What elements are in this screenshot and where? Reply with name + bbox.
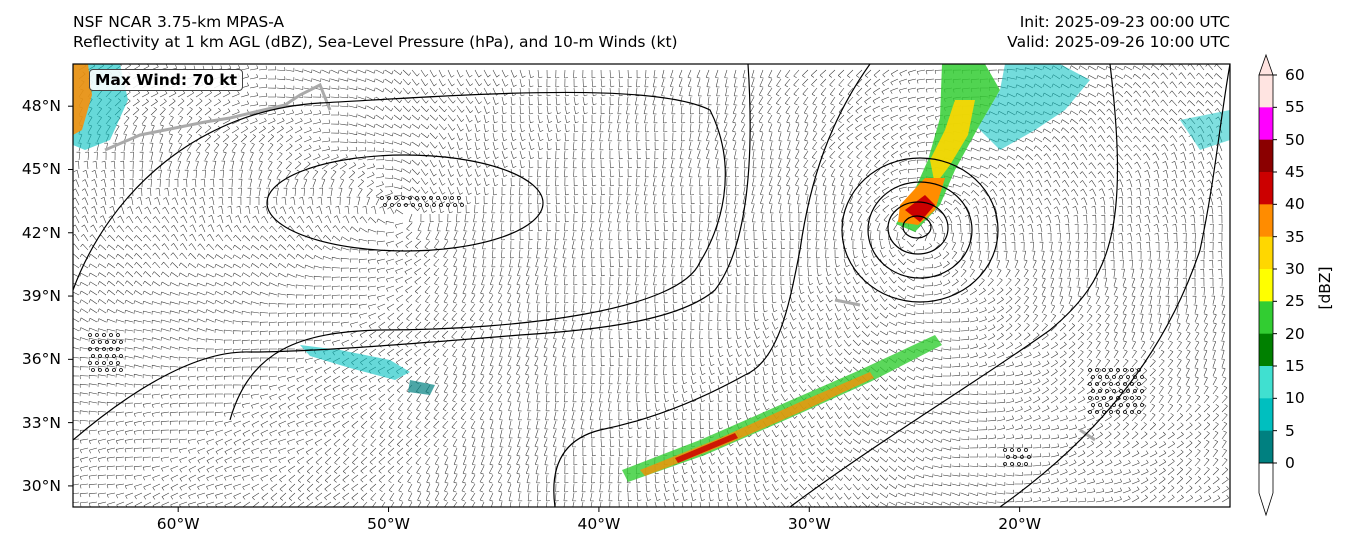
- lat-tick-label: 42°N: [21, 223, 61, 242]
- isobar-trough: [553, 64, 871, 507]
- colorbar-segment: [1259, 430, 1273, 464]
- colorbar-tick-label: 15: [1285, 357, 1305, 375]
- axis-ticks: [68, 105, 1021, 512]
- colorbar-tick-label: 30: [1285, 260, 1305, 278]
- colorbar-tick-label: 0: [1285, 454, 1295, 472]
- colorbar-tick-label: 20: [1285, 324, 1305, 343]
- map-frame: [72, 63, 1231, 508]
- lat-tick-label: 45°N: [21, 160, 61, 179]
- colorbar-segment: [1259, 107, 1273, 140]
- colorbar-segment: [1259, 269, 1273, 302]
- colorbar-tick-label: 50: [1285, 130, 1305, 149]
- isobar-east-1: [789, 64, 1119, 507]
- lat-tick-label: 39°N: [21, 287, 61, 306]
- colorbar-segment: [1259, 333, 1273, 367]
- lon-tick-label: 60°W: [156, 515, 200, 533]
- init-time: Init: 2025-09-23 00:00 UTC: [1019, 13, 1230, 31]
- valid-time: Valid: 2025-09-26 10:00 UTC: [1007, 33, 1230, 51]
- lon-tick-label: 40°W: [577, 515, 621, 533]
- colorbar-tick-label: 45: [1285, 163, 1305, 181]
- plot-title-right: Init: 2025-09-23 00:00 UTC Valid: 2025-0…: [1007, 12, 1230, 52]
- lat-tick-label: 33°N: [21, 413, 61, 432]
- refl-cells-east: [1180, 110, 1230, 150]
- colorbar-title: [dBZ]: [1316, 266, 1334, 310]
- canary-outline: [1079, 428, 1096, 442]
- colorbar-segment: [1259, 301, 1273, 334]
- coastline-gray: [104, 82, 1096, 442]
- colorbar-segment: [1259, 75, 1273, 108]
- map-background: [73, 64, 1230, 507]
- max-wind-label: Max Wind: 70 kt: [89, 69, 244, 91]
- lon-tick-label: 30°W: [787, 515, 831, 533]
- isobar-east-2: [999, 64, 1230, 507]
- colorbar-tick-label: 55: [1285, 98, 1305, 117]
- isobar-high-outer: [73, 91, 726, 421]
- reflectivity-dots: [88, 196, 1144, 466]
- lat-tick-label: 30°N: [21, 476, 61, 495]
- lon-tick-label: 50°W: [367, 515, 410, 533]
- colorbar: [1258, 53, 1277, 517]
- colorbar-tick-label: 35: [1285, 227, 1305, 246]
- azores-outline: [834, 298, 861, 307]
- isobar-low-core: [902, 215, 932, 239]
- colorbar-segment: [1259, 366, 1273, 399]
- refl-core-red: [905, 195, 935, 222]
- refl-band-sw-red: [675, 433, 738, 463]
- refl-band-ne-cyan: [978, 64, 1090, 150]
- refl-band-ne-yellow: [930, 100, 975, 185]
- isobars: [73, 64, 1230, 507]
- isobar-central: [73, 64, 751, 441]
- colorbar-tick-label: 40: [1285, 195, 1305, 214]
- refl-west-edge-core: [73, 64, 92, 135]
- plot-title-left: NSF NCAR 3.75-km MPAS-A Reflectivity at …: [73, 12, 678, 52]
- colorbar-segment: [1259, 398, 1273, 431]
- colorbar-segment: [1259, 204, 1273, 237]
- colorbar-segment: [1259, 139, 1273, 173]
- colorbar-tick-label: 60: [1285, 66, 1305, 84]
- dot-markers: [88, 196, 1144, 466]
- lat-tick-label: 36°N: [21, 350, 61, 369]
- refl-cells-central: [300, 345, 410, 380]
- colorbar-segment: [1259, 236, 1273, 270]
- fields-title: Reflectivity at 1 km AGL (dBZ), Sea-Leve…: [73, 33, 678, 51]
- refl-cell-central-small: [408, 380, 435, 395]
- isobar-low-outer: [841, 157, 999, 303]
- isobar-low-mid: [867, 181, 973, 279]
- colorbar-tick-label: 5: [1285, 421, 1295, 440]
- colorbar-tick-label: 10: [1285, 389, 1305, 408]
- newfoundland-coast: [104, 82, 332, 152]
- colorbar-segment: [1259, 172, 1273, 205]
- colorbar-extend-bottom: [1258, 462, 1274, 517]
- isobar-high-inner: [266, 154, 544, 252]
- lon-tick-label: 20°W: [998, 515, 1042, 533]
- model-title: NSF NCAR 3.75-km MPAS-A: [73, 13, 285, 31]
- colorbar-extend-top: [1258, 53, 1274, 76]
- isobar-low-inner: [887, 201, 949, 255]
- colorbar-tick-label: 25: [1285, 292, 1305, 311]
- lat-tick-label: 48°N: [21, 97, 61, 116]
